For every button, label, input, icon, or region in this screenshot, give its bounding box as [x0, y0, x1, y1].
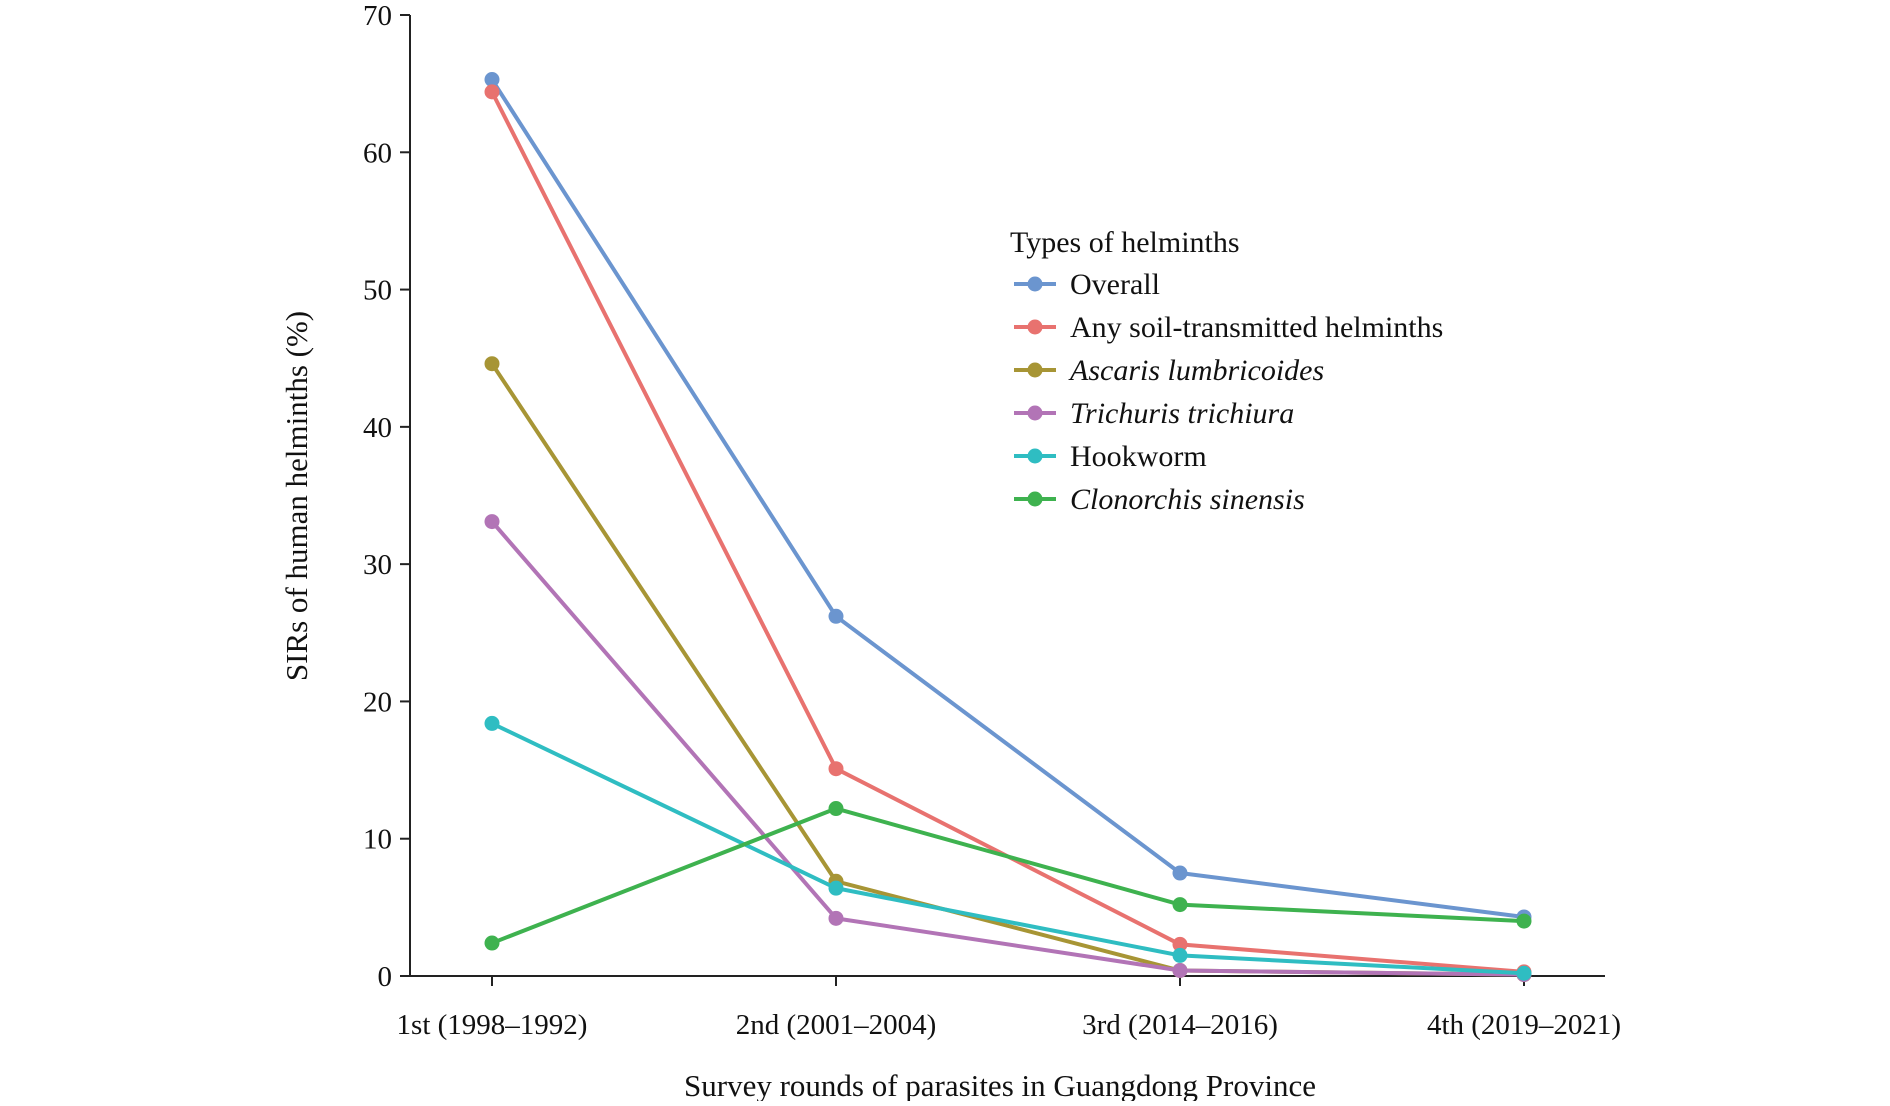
data-point-ascaris-lumbricoides — [484, 356, 500, 372]
x-tick-label: 3rd (2014–2016) — [1082, 1009, 1278, 1041]
data-point-any-soil-transmitted-helminths — [1172, 936, 1188, 952]
legend-swatch-point — [1027, 362, 1043, 378]
data-point-hookworm — [484, 715, 500, 731]
legend-swatch-point — [1027, 491, 1043, 507]
series-layer — [484, 72, 1532, 983]
data-point-clonorchis-sinensis — [828, 801, 844, 817]
axes: 0 10 20 30 40 50 60 70 1st (1998–1992) 2nd (2001–… — [363, 0, 1621, 1041]
data-point-trichuris-trichiura — [484, 514, 500, 530]
data-point-clonorchis-sinensis — [484, 935, 500, 951]
x-tick-label: 1st (1998–1992) — [397, 1009, 588, 1041]
y-tick-label: 0 — [378, 961, 393, 993]
legend-label: Hookworm — [1070, 440, 1207, 473]
legend-item-hookworm: Hookworm — [1014, 440, 1207, 473]
y-tick-label: 30 — [363, 549, 392, 581]
data-point-trichuris-trichiura — [1172, 963, 1188, 979]
data-point-overall — [484, 72, 500, 88]
legend-swatch-point — [1027, 319, 1043, 335]
series-line-overall — [490, 77, 1526, 919]
data-point-any-soil-transmitted-helminths — [828, 761, 844, 777]
series-hookworm — [484, 715, 1532, 981]
legend-label: Ascaris lumbricoides — [1068, 354, 1324, 387]
series-line-clonorchis-sinensis — [490, 806, 1526, 946]
x-axis-label: Survey rounds of parasites in Guangdong … — [684, 1068, 1316, 1101]
legend-label: Clonorchis sinensis — [1070, 483, 1305, 516]
y-axis-label: SIRs of human helminths (%) — [279, 311, 314, 681]
series-trichuris-trichiura — [484, 514, 1532, 983]
legend-swatch-point — [1027, 448, 1043, 464]
legend-swatch-point — [1027, 276, 1043, 292]
legend-item-overall: Overall — [1014, 268, 1160, 301]
data-point-hookworm — [828, 880, 844, 896]
data-point-hookworm — [1172, 947, 1188, 963]
y-tick-label: 70 — [363, 0, 392, 32]
legend-label: Overall — [1070, 268, 1160, 301]
data-point-overall — [828, 608, 844, 624]
y-tick-label: 60 — [363, 137, 392, 169]
x-tick-label: 2nd (2001–2004) — [736, 1009, 937, 1041]
data-point-hookworm — [1516, 965, 1532, 981]
data-point-overall — [1172, 865, 1188, 881]
series-ascaris-lumbricoides — [484, 356, 1532, 983]
data-point-clonorchis-sinensis — [1516, 913, 1532, 929]
legend: Types of helminths Overall Any soil-transm… — [1010, 226, 1443, 516]
x-tick-label: 4th (2019–2021) — [1427, 1009, 1621, 1041]
legend-item-trichuris-trichiura: Trichuris trichiura — [1014, 397, 1294, 430]
legend-item-any-soil-transmitted-helminths: Any soil-transmitted helminths — [1014, 311, 1443, 344]
series-line-any-soil-transmitted-helminths — [490, 89, 1526, 974]
y-tick-label: 40 — [363, 412, 392, 444]
data-point-clonorchis-sinensis — [1172, 897, 1188, 913]
legend-item-ascaris-lumbricoides: Ascaris lumbricoides — [1014, 354, 1324, 387]
legend-swatch-point — [1027, 405, 1043, 421]
legend-item-clonorchis-sinensis: Clonorchis sinensis — [1014, 483, 1305, 516]
y-tick-label: 20 — [363, 686, 392, 718]
series-line-trichuris-trichiura — [490, 519, 1526, 977]
series-clonorchis-sinensis — [484, 801, 1532, 951]
legend-title: Types of helminths — [1010, 226, 1240, 259]
y-tick-label: 10 — [363, 824, 392, 856]
y-tick-label: 50 — [363, 275, 392, 307]
data-point-any-soil-transmitted-helminths — [484, 84, 500, 100]
series-any-soil-transmitted-helminths — [484, 84, 1532, 980]
data-point-trichuris-trichiura — [828, 910, 844, 926]
series-line-hookworm — [490, 721, 1526, 976]
legend-label: Any soil-transmitted helminths — [1070, 311, 1443, 344]
legend-label: Trichuris trichiura — [1070, 397, 1294, 430]
